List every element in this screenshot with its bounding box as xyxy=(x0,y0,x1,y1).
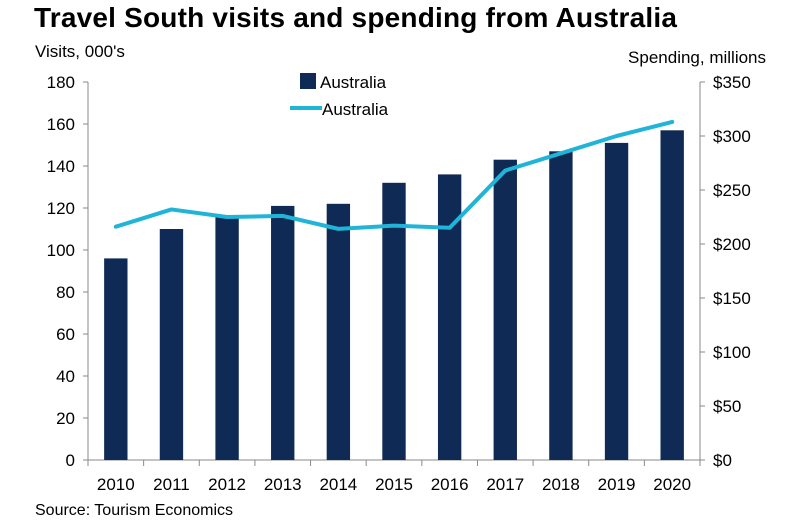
right-axis-label: Spending, millions xyxy=(628,48,766,67)
right-tick-label: $0 xyxy=(713,451,732,470)
x-tick-label: 2014 xyxy=(319,475,357,494)
bar xyxy=(215,216,239,460)
legend-line-label: Australia xyxy=(322,100,389,119)
left-tick-label: 160 xyxy=(47,115,75,134)
bar xyxy=(493,159,517,460)
chart-title: Travel South visits and spending from Au… xyxy=(34,2,678,33)
right-tick-label: $50 xyxy=(713,397,741,416)
bar xyxy=(104,258,128,460)
left-tick-label: 140 xyxy=(47,157,75,176)
left-tick-label: 100 xyxy=(47,241,75,260)
x-tick-label: 2020 xyxy=(653,475,691,494)
x-tick-label: 2010 xyxy=(97,475,135,494)
left-tick-label: 20 xyxy=(56,409,75,428)
right-tick-label: $250 xyxy=(713,181,751,200)
line-series xyxy=(113,119,675,231)
x-tick-label: 2011 xyxy=(153,475,190,494)
x-tick-label: 2017 xyxy=(486,475,524,494)
bar xyxy=(382,182,406,461)
right-tick-label: $200 xyxy=(713,235,751,254)
bar xyxy=(549,151,573,461)
bar xyxy=(660,130,684,461)
x-tick-label: 2013 xyxy=(264,475,302,494)
left-tick-label: 60 xyxy=(56,325,75,344)
x-tick-label: 2019 xyxy=(598,475,636,494)
legend-bar-swatch xyxy=(300,73,316,89)
left-tick-label: 180 xyxy=(47,73,75,92)
bar xyxy=(437,174,462,460)
left-tick-label: 80 xyxy=(56,283,75,302)
left-tick-label: 120 xyxy=(47,199,75,218)
source-note: Source: Tourism Economics xyxy=(35,502,233,519)
axes: 0 20 40 60 80 100 120 140 160 180 $0 $50 $100 $150 $20… xyxy=(47,73,751,494)
left-tick-label: 0 xyxy=(66,451,75,470)
bar xyxy=(159,229,184,460)
right-tick-label: $100 xyxy=(713,343,751,362)
legend-bar-label: Australia xyxy=(320,73,387,92)
x-tick-label: 2016 xyxy=(431,475,469,494)
x-tick-label: 2015 xyxy=(375,475,413,494)
x-tick-label: 2012 xyxy=(208,475,246,494)
bar xyxy=(326,203,351,461)
left-tick-label: 40 xyxy=(56,367,75,386)
bar xyxy=(271,205,295,460)
bar-series xyxy=(104,130,684,461)
x-tick-label: 2018 xyxy=(542,475,580,494)
bar xyxy=(604,142,629,460)
right-tick-label: $150 xyxy=(713,289,751,308)
left-axis-label: Visits, 000's xyxy=(35,42,125,61)
right-tick-label: $300 xyxy=(713,127,751,146)
legend: Australia Australia xyxy=(290,73,389,119)
right-tick-label: $350 xyxy=(713,73,751,92)
